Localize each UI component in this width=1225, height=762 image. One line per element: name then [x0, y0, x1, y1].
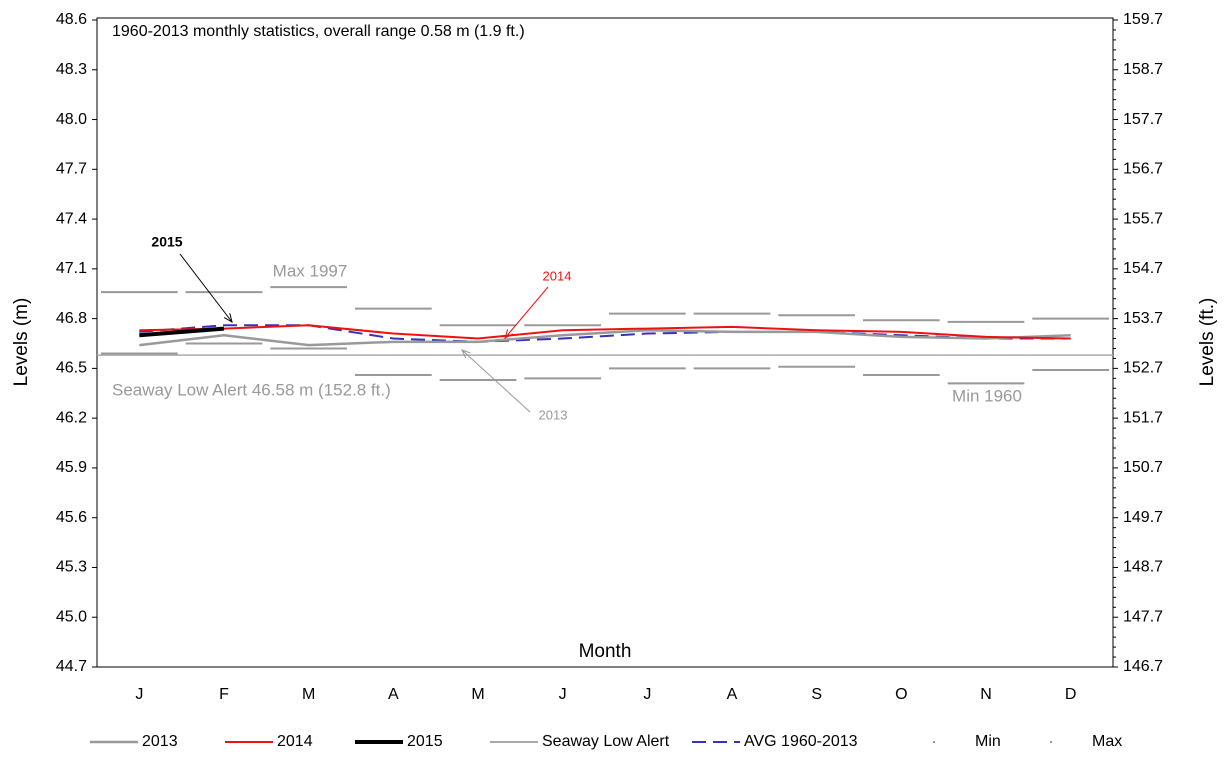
y-tick-label: 45.9 — [56, 459, 87, 476]
series-line — [139, 328, 1071, 347]
y2-tick-label: 158.7 — [1123, 61, 1163, 78]
x-tick-label: J — [643, 686, 651, 703]
x-tick-label: A — [388, 686, 399, 703]
y2-axis-title: Levels (ft.) — [1197, 298, 1218, 387]
y2-tick-label: 147.7 — [1123, 608, 1163, 625]
annotation: Max 1997 — [273, 261, 348, 280]
arrow-head — [223, 313, 233, 324]
y2-tick-label: 159.7 — [1123, 11, 1163, 28]
annotation-arrow — [461, 349, 531, 413]
legend-swatch — [933, 741, 935, 743]
y2-tick-label: 152.7 — [1123, 360, 1163, 377]
y2-tick-label: 157.7 — [1123, 111, 1163, 128]
y-tick-label: 45.3 — [56, 559, 87, 576]
y2-tick-label: 151.7 — [1123, 409, 1163, 426]
x-axis-title: Month — [579, 641, 632, 662]
y-tick-label: 48.0 — [56, 111, 87, 128]
x-tick-label: O — [895, 686, 907, 703]
plot-frame — [96, 17, 1114, 668]
series-line — [139, 326, 225, 338]
legend-label: Max — [1092, 733, 1122, 750]
y-tick-label: 46.5 — [56, 360, 87, 377]
y2-tick-label: 154.7 — [1123, 260, 1163, 277]
y2-tick-label: 156.7 — [1123, 161, 1163, 178]
series-line — [139, 324, 1071, 340]
y-tick-label: 46.8 — [56, 310, 87, 327]
x-tick-label: A — [727, 686, 738, 703]
y-tick-label: 47.7 — [56, 161, 87, 178]
annotation: Seaway Low Alert 46.58 m (152.8 ft.) — [112, 380, 391, 399]
chart-title: 1960-2013 monthly statistics, overall ra… — [112, 23, 525, 40]
arrow-head — [461, 349, 471, 359]
y2-tick-label: 149.7 — [1123, 509, 1163, 526]
y-tick-label: 44.7 — [56, 658, 87, 675]
annotation: Min 1960 — [952, 386, 1022, 405]
y-tick-label: 48.6 — [56, 11, 87, 28]
legend-label: AVG 1960-2013 — [744, 733, 858, 750]
y-tick-label: 45.0 — [56, 608, 87, 625]
x-tick-label: F — [219, 686, 229, 703]
x-tick-label: D — [1065, 686, 1077, 703]
y2-tick-label: 150.7 — [1123, 459, 1163, 476]
legend-label: 2015 — [407, 733, 443, 750]
arrow-head — [504, 329, 514, 339]
x-tick-label: M — [302, 686, 315, 703]
y-tick-label: 45.6 — [56, 509, 87, 526]
x-tick-label: N — [980, 686, 992, 703]
annotation-arrow — [179, 253, 233, 323]
legend-label: 2013 — [142, 733, 178, 750]
annotation: 2014 — [543, 268, 572, 283]
y2-tick-label: 148.7 — [1123, 559, 1163, 576]
y2-tick-label: 155.7 — [1123, 210, 1163, 227]
annotation: 2015 — [151, 234, 182, 250]
x-tick-label: J — [135, 686, 143, 703]
y2-tick-label: 146.7 — [1123, 658, 1163, 675]
y-tick-label: 46.2 — [56, 409, 87, 426]
legend-label: Min — [975, 733, 1001, 750]
legend-label: 2014 — [277, 733, 313, 750]
x-tick-label: M — [471, 686, 484, 703]
annotation-arrow — [504, 286, 549, 339]
legend-label: Seaway Low Alert — [542, 733, 670, 750]
x-tick-label: J — [559, 686, 567, 703]
y-tick-label: 48.3 — [56, 61, 87, 78]
legend-swatch — [1050, 741, 1052, 743]
x-tick-label: S — [811, 686, 822, 703]
y-tick-label: 47.4 — [56, 210, 87, 227]
y-axis-title: Levels (m) — [11, 298, 32, 387]
y-tick-label: 47.1 — [56, 260, 87, 277]
y2-tick-label: 153.7 — [1123, 310, 1163, 327]
annotation: 2013 — [539, 407, 568, 422]
